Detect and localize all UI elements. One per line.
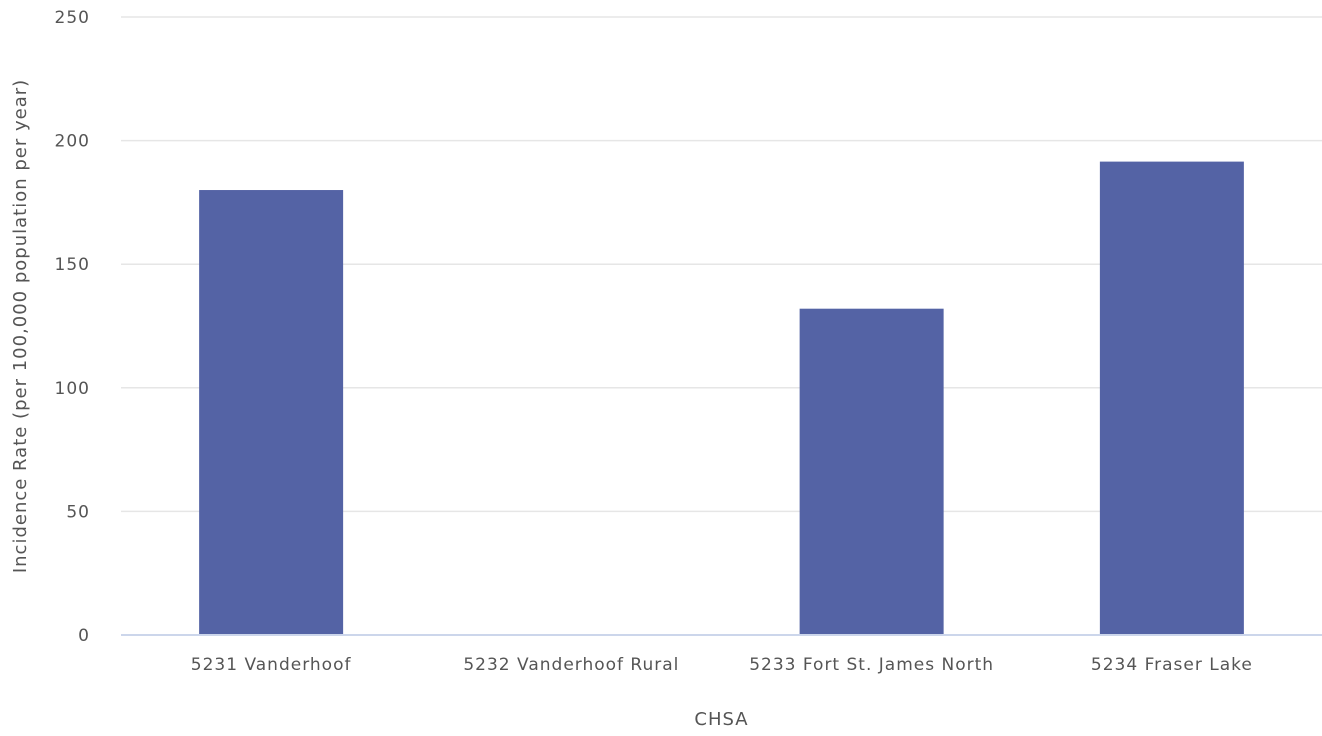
bars bbox=[199, 161, 1244, 636]
x-tick-label: 5232 Vanderhoof Rural bbox=[463, 655, 679, 675]
bar bbox=[199, 190, 344, 636]
x-axis-title: CHSA bbox=[694, 709, 748, 730]
y-axis-title: Incidence Rate (per 100,000 population p… bbox=[10, 79, 31, 573]
bar bbox=[1099, 161, 1244, 635]
y-tick-label: 0 bbox=[78, 626, 90, 646]
y-tick-label: 100 bbox=[55, 379, 90, 399]
y-axis-ticks: 0 50 100 150 200 250 bbox=[55, 8, 90, 646]
y-tick-label: 250 bbox=[55, 8, 90, 28]
x-tick-label: 5234 Fraser Lake bbox=[1091, 655, 1253, 675]
y-tick-label: 150 bbox=[55, 255, 90, 275]
x-axis-ticks: 5231 Vanderhoof 5232 Vanderhoof Rural 5233… bbox=[191, 655, 1253, 675]
x-tick-label: 5231 Vanderhoof bbox=[191, 655, 352, 675]
y-tick-label: 200 bbox=[55, 132, 90, 152]
bar bbox=[799, 308, 944, 635]
x-tick-label: 5233 Fort St. James North bbox=[749, 655, 994, 675]
y-tick-label: 50 bbox=[66, 502, 90, 522]
